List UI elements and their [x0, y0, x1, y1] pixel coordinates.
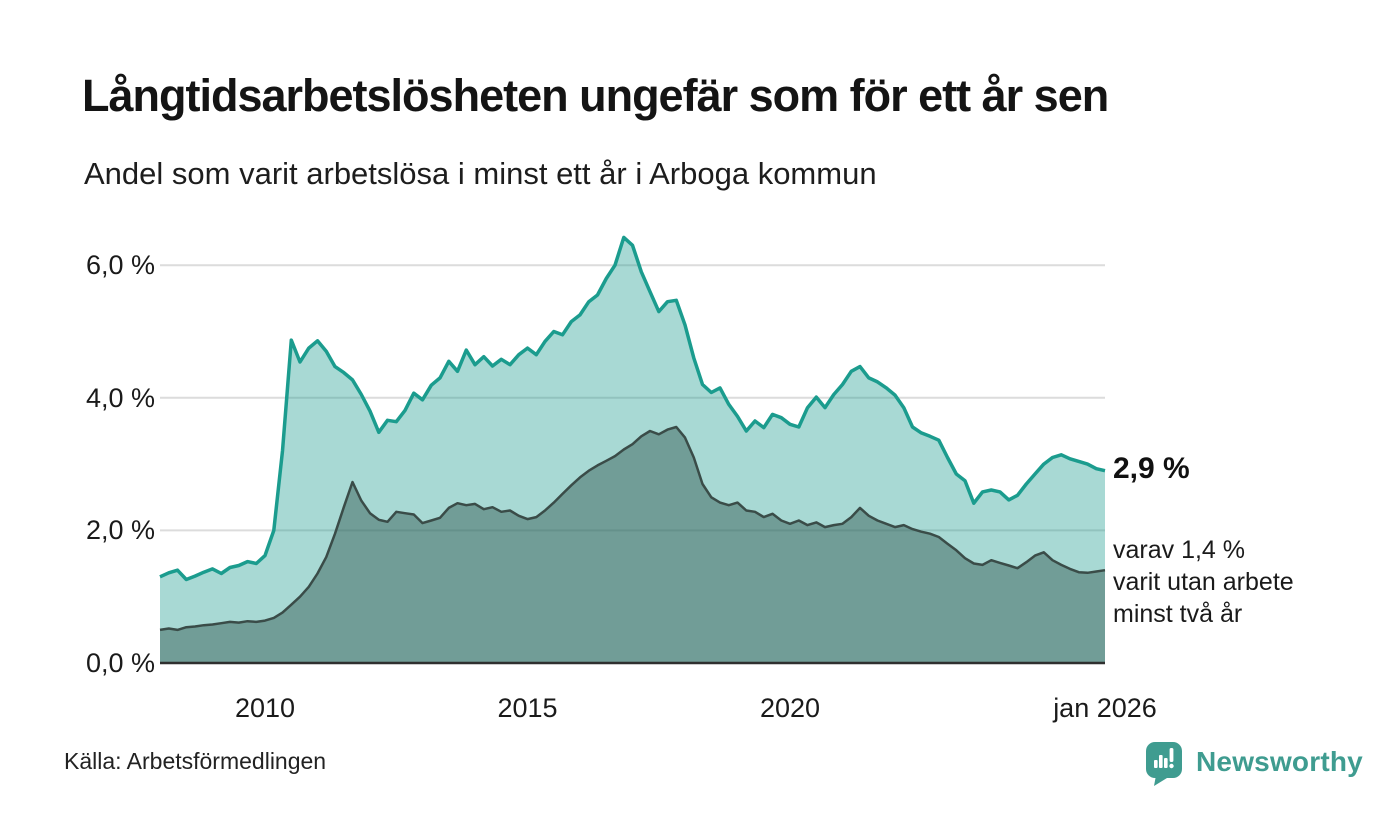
page-title: Långtidsarbetslösheten ungefär som för e… — [82, 70, 1109, 121]
x-tick-label: 2020 — [759, 693, 821, 723]
gridlines — [160, 264, 1105, 532]
newsworthy-logo[interactable]: Newsworthy — [1146, 742, 1363, 788]
end-note-line: varit utan arbete — [1113, 568, 1294, 596]
y-tick-label: 4,0 % — [85, 382, 155, 413]
page-subtitle: Andel som varit arbetslösa i minst ett å… — [84, 156, 877, 191]
y-tick-label: 0,0 % — [85, 648, 155, 678]
source-credit: Källa: Arbetsförmedlingen — [64, 748, 327, 774]
end-value-note: varav 1,4 % varit utan arbete minst två … — [1113, 534, 1294, 630]
y-tick-label: 2,0 % — [85, 515, 155, 546]
end-value-label: 2,9 % — [1113, 452, 1190, 485]
end-note-line: varav 1,4 % — [1113, 536, 1246, 564]
area-two-years — [160, 427, 1105, 663]
chart-series — [159, 235, 1106, 663]
y-tick-label: 6,0 % — [85, 250, 155, 281]
x-tick-label: 2010 — [234, 693, 296, 723]
end-note-line: minst två år — [1113, 600, 1243, 628]
logo-text: Newsworthy — [1196, 746, 1363, 777]
x-tick-label: 2015 — [497, 693, 558, 723]
line-total — [159, 235, 1106, 582]
x-tick-label: jan 2026 — [1053, 693, 1157, 723]
line-two-years — [159, 425, 1106, 632]
speech-bubble-bar-chart-icon — [1146, 742, 1182, 786]
area-total — [160, 237, 1105, 663]
